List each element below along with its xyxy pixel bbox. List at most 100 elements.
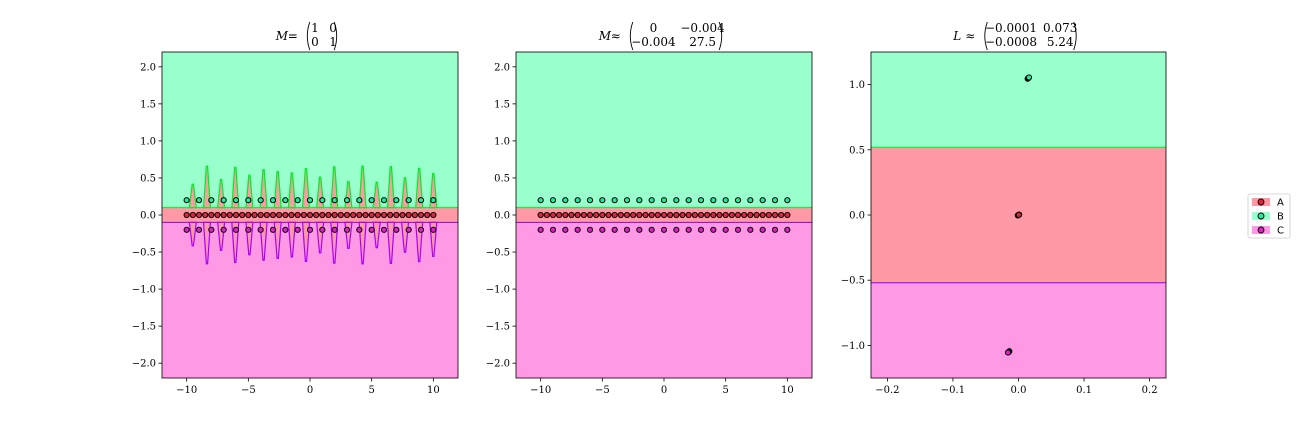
point-A	[387, 211, 394, 219]
spike-up	[287, 172, 296, 209]
point-C	[368, 226, 375, 233]
point-A	[611, 211, 618, 219]
spike-up	[202, 165, 212, 209]
point-A	[226, 211, 233, 219]
point-A	[343, 211, 351, 219]
title-matrix-cell: −0.0008	[985, 35, 1037, 49]
point-B	[537, 197, 544, 204]
point-A	[722, 211, 729, 219]
point-B	[599, 197, 606, 204]
spike-up	[372, 181, 381, 209]
title-paren-left	[629, 21, 634, 51]
point-A	[368, 211, 375, 219]
point-C	[269, 226, 277, 233]
x-tick-label: −10	[530, 385, 551, 396]
title-matrix-cell: −0.0001	[985, 21, 1037, 35]
point-C	[771, 226, 779, 233]
y-tick-label: 0.5	[849, 145, 865, 156]
point-A	[537, 211, 544, 219]
spike-up	[386, 166, 395, 209]
point-B	[549, 197, 557, 204]
point-A	[747, 211, 754, 219]
point-B	[722, 197, 729, 204]
point-A	[220, 211, 227, 219]
point-C	[574, 226, 581, 233]
point-C	[722, 226, 729, 233]
point-A	[232, 211, 240, 219]
chart-title: M = 1 00 1	[275, 21, 338, 51]
region-B	[162, 52, 458, 208]
point-B	[771, 197, 779, 204]
point-B	[368, 197, 375, 204]
y-tick-label: 2.0	[494, 62, 510, 73]
point-A	[331, 211, 338, 219]
point-A	[300, 211, 307, 219]
point-C	[562, 226, 569, 233]
x-tick-label: −5	[595, 385, 610, 396]
y-tick-label: 0.5	[140, 173, 156, 184]
point-A	[654, 211, 661, 219]
point-A	[580, 211, 587, 219]
x-tick-label: 0	[661, 385, 667, 396]
x-tick-label: 5	[722, 385, 728, 396]
title-matrix-cell: 0	[329, 21, 337, 35]
title-matrix-cell: 0.073	[1043, 21, 1077, 35]
chart-title: M ≈0 −0.004−0.004 27.5	[598, 21, 725, 51]
point-A	[685, 211, 692, 219]
plot-area	[871, 52, 1166, 378]
point-B	[574, 197, 581, 204]
point-C	[734, 226, 742, 233]
y-tick-label: 0.0	[849, 211, 865, 222]
point-A	[704, 211, 711, 219]
point-C	[405, 226, 412, 233]
point-A	[599, 211, 606, 219]
plot-area	[516, 52, 812, 378]
point-A	[282, 211, 289, 219]
spike-down	[202, 221, 212, 265]
x-tick-label: 0	[307, 385, 313, 396]
point-A	[405, 211, 412, 219]
point-A	[679, 211, 686, 219]
point-A	[195, 211, 203, 219]
y-tick-label: 0.5	[494, 173, 510, 184]
point-A	[734, 211, 742, 219]
point-B	[586, 197, 594, 204]
point-C	[195, 226, 203, 233]
point-C	[220, 226, 227, 233]
point-A	[568, 211, 575, 219]
region-C	[162, 222, 458, 378]
point-C	[208, 226, 215, 233]
region-C	[516, 222, 812, 378]
legend-label-C: C	[1277, 226, 1284, 237]
point-B	[319, 197, 326, 204]
x-tick-label: −5	[241, 385, 256, 396]
point-A	[183, 211, 190, 219]
point-A	[306, 211, 314, 219]
point-A	[667, 211, 674, 219]
title-matrix-cell: 0	[650, 21, 658, 35]
point-A	[202, 211, 209, 219]
point-B	[710, 197, 717, 204]
point-A	[356, 211, 363, 219]
point-B	[306, 197, 314, 204]
title-matrix-cell: 1	[329, 35, 337, 49]
spike-up	[273, 170, 282, 209]
point-A	[430, 211, 437, 219]
point-C	[549, 226, 557, 233]
point-A	[380, 211, 388, 219]
point-C	[294, 226, 301, 233]
point-A	[593, 211, 600, 219]
point-A	[239, 211, 246, 219]
point-B	[294, 197, 301, 204]
point-B	[356, 197, 363, 204]
spike-up	[301, 168, 311, 209]
point-C	[356, 226, 363, 233]
legend-label-A: A	[1277, 198, 1284, 209]
region-C	[871, 282, 1166, 378]
point-B	[380, 197, 388, 204]
point-C	[282, 226, 289, 233]
point-A	[741, 211, 748, 219]
point-A	[189, 211, 196, 219]
point-C	[183, 226, 190, 233]
point-A	[586, 211, 594, 219]
